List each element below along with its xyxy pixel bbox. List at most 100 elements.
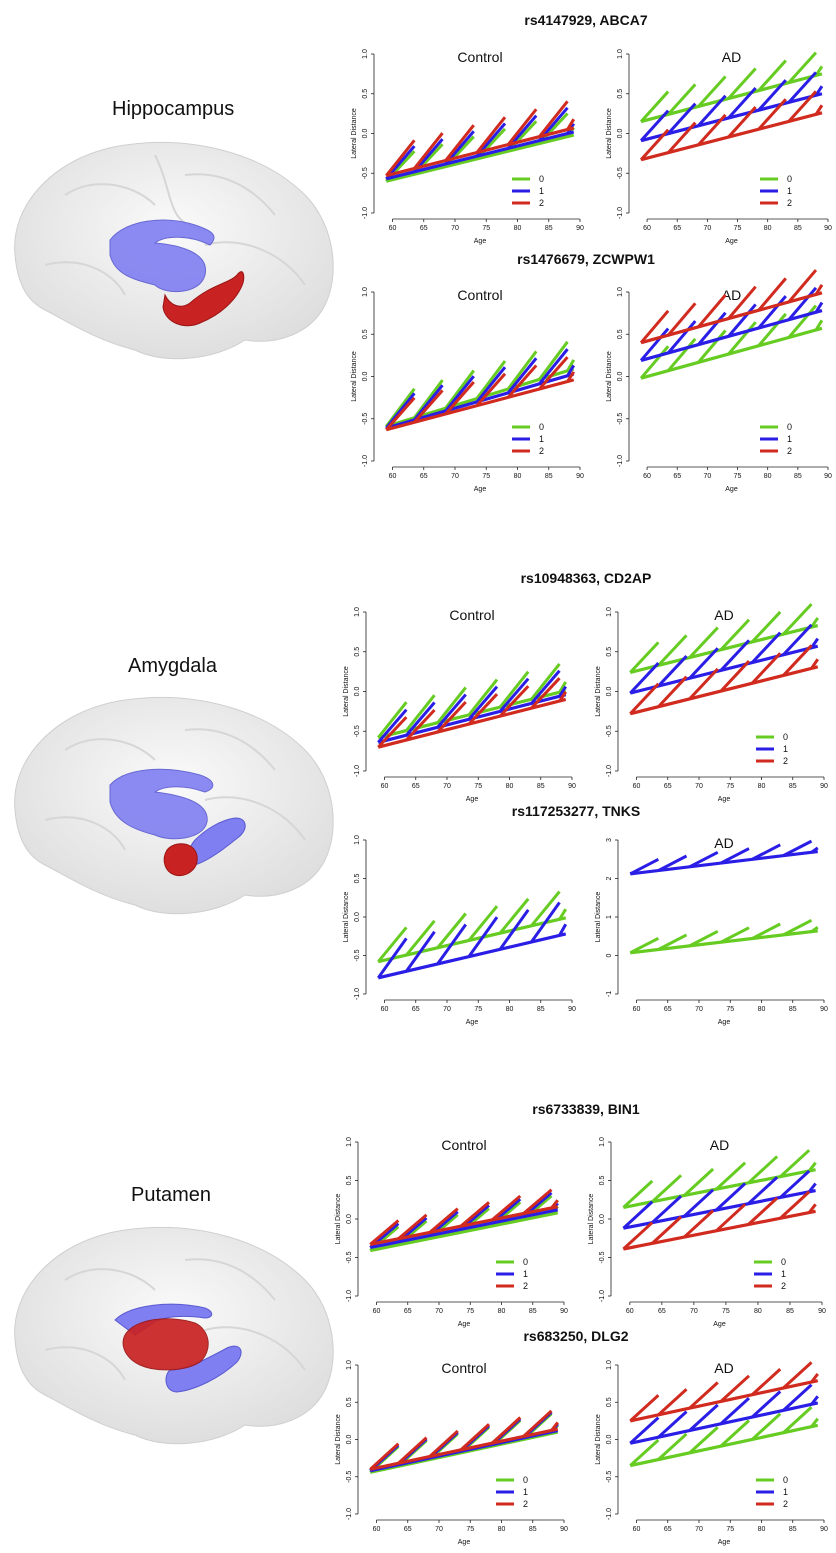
y-tick-label: 0.5 — [354, 874, 361, 884]
y-axis-label: Lateral Distance — [606, 351, 613, 402]
x-tick-label: 65 — [658, 1308, 666, 1315]
y-tick-label: 0.0 — [354, 912, 361, 922]
trajectory-segment — [757, 277, 787, 312]
series-line — [377, 697, 567, 749]
trajectory-segment — [397, 1213, 428, 1240]
x-tick-label: 60 — [643, 225, 651, 232]
trajectory-segment — [444, 381, 475, 415]
y-tick-label: 0.0 — [362, 129, 369, 139]
snp-title-cd2ap: rs10948363, CD2AP — [520, 570, 652, 586]
trajectory-segment — [779, 1169, 811, 1199]
y-tick-label: 0.5 — [617, 89, 624, 99]
trajectory-segment — [467, 678, 499, 716]
panel-title: AD — [722, 287, 741, 303]
series-line — [630, 849, 818, 876]
trajectory-segment — [720, 926, 750, 944]
y-tick-label: -1 — [606, 991, 613, 997]
brain-rendering-hippocampus — [14, 142, 334, 360]
trajectory-segment — [538, 100, 569, 138]
trajectory-segment — [377, 716, 408, 749]
series-1 — [377, 669, 568, 744]
trajectory-segment — [657, 655, 688, 688]
series-line — [369, 1211, 559, 1253]
x-tick-label: 85 — [545, 473, 553, 480]
x-tick-label: 75 — [722, 1308, 730, 1315]
trajectory-segment — [688, 667, 719, 700]
x-tick-label: 70 — [435, 1526, 443, 1533]
trajectory-segment — [747, 1196, 779, 1226]
trajectory-segment — [651, 1195, 683, 1224]
trajectory-segment — [751, 610, 782, 643]
trajectory-segment — [622, 1200, 654, 1230]
y-tick-label: 0.5 — [346, 1176, 353, 1186]
x-tick-label: 75 — [734, 225, 742, 232]
trajectory-segment — [530, 662, 561, 701]
trajectory-segment — [688, 1381, 719, 1410]
chart-panel-cd2ap-ad: AD -1.0 -0.5 0.0 0.5 1.0 60 65 70 75 80 85 90 Age Late… — [582, 600, 832, 810]
y-tick-label: -0.5 — [354, 725, 361, 737]
trajectory-segment — [444, 375, 475, 412]
legend-label: 1 — [783, 744, 788, 754]
panel-title: Control — [441, 1360, 486, 1376]
y-axis-label: Lateral Distance — [351, 108, 358, 159]
y-tick-label: 0.0 — [346, 1435, 353, 1445]
series-line — [629, 1379, 819, 1423]
legend-label: 2 — [781, 1281, 786, 1291]
x-tick-label: 70 — [695, 1526, 703, 1533]
y-tick-label: -0.5 — [606, 1471, 613, 1483]
trajectory-segment — [498, 677, 530, 713]
series-0 — [622, 1149, 817, 1210]
trajectory-segment — [715, 1203, 747, 1232]
panel-title: AD — [710, 1137, 729, 1153]
trajectory-segment — [667, 320, 697, 354]
series-line — [369, 1208, 559, 1250]
trajectory-segment — [751, 1390, 782, 1419]
x-tick-label: 80 — [514, 225, 522, 232]
trajectory-segment — [657, 1388, 688, 1416]
x-axis-label: Age — [725, 486, 738, 493]
x-tick-label: 85 — [537, 1006, 545, 1013]
trajectory-segment — [530, 901, 561, 943]
y-tick-label: 1.0 — [354, 607, 361, 617]
x-tick-label: 90 — [576, 473, 584, 480]
trajectory-segment — [727, 106, 757, 139]
trajectory-segment — [720, 847, 750, 865]
trajectory-segment — [475, 366, 507, 403]
y-tick-label: -0.5 — [617, 413, 624, 425]
trajectory-segment — [629, 1438, 660, 1467]
trajectory-segment — [782, 1361, 813, 1390]
trajectory-segment — [506, 108, 538, 146]
series-2 — [385, 100, 576, 178]
trajectory-segment — [787, 269, 818, 303]
trajectory-segment — [787, 304, 818, 339]
chart-panel-dlg2-control: Control -1.0 -0.5 0.0 0.5 1.0 60 65 70 75 80 85 90 Ag… — [322, 1353, 572, 1553]
x-tick-label: 90 — [820, 783, 828, 790]
legend-label: 2 — [783, 756, 788, 766]
x-tick-label: 75 — [466, 1526, 474, 1533]
legend-label: 2 — [787, 446, 792, 456]
region-label-putamen: Putamen — [131, 1184, 212, 1206]
legend-label: 0 — [523, 1257, 528, 1267]
trajectory-segment — [385, 139, 416, 177]
trajectory-segment — [757, 312, 787, 347]
x-tick-label: 85 — [789, 783, 797, 790]
series-2 — [622, 1190, 817, 1251]
trajectory-segment — [397, 1436, 428, 1465]
snp-title-tnks: rs117253277, TNKS — [511, 803, 641, 819]
x-tick-label: 90 — [824, 473, 832, 480]
chart-panel-abca7-ad: AD -1.0 -0.5 0.0 0.5 1.0 60 65 70 75 80 85 90 Age Late… — [593, 42, 836, 252]
series-line — [623, 1168, 816, 1210]
trajectory-segment — [413, 389, 444, 424]
x-tick-label: 65 — [673, 473, 681, 480]
x-tick-label: 85 — [789, 1526, 797, 1533]
chart-panel-tnks-control: -1.0 -0.5 0.0 0.5 1.0 60 65 70 75 80 85 90 Age Latera… — [330, 828, 580, 1033]
trajectory-segment — [727, 67, 757, 100]
x-axis-label: Age — [718, 1019, 731, 1026]
x-axis-label: Age — [718, 796, 731, 803]
trajectory-segment — [727, 303, 757, 338]
y-tick-label: 0.0 — [354, 687, 361, 697]
panel-title: Control — [449, 607, 494, 623]
trajectory-segment — [639, 327, 670, 362]
legend-label: 1 — [523, 1269, 528, 1279]
trajectory-segment — [683, 1188, 715, 1218]
